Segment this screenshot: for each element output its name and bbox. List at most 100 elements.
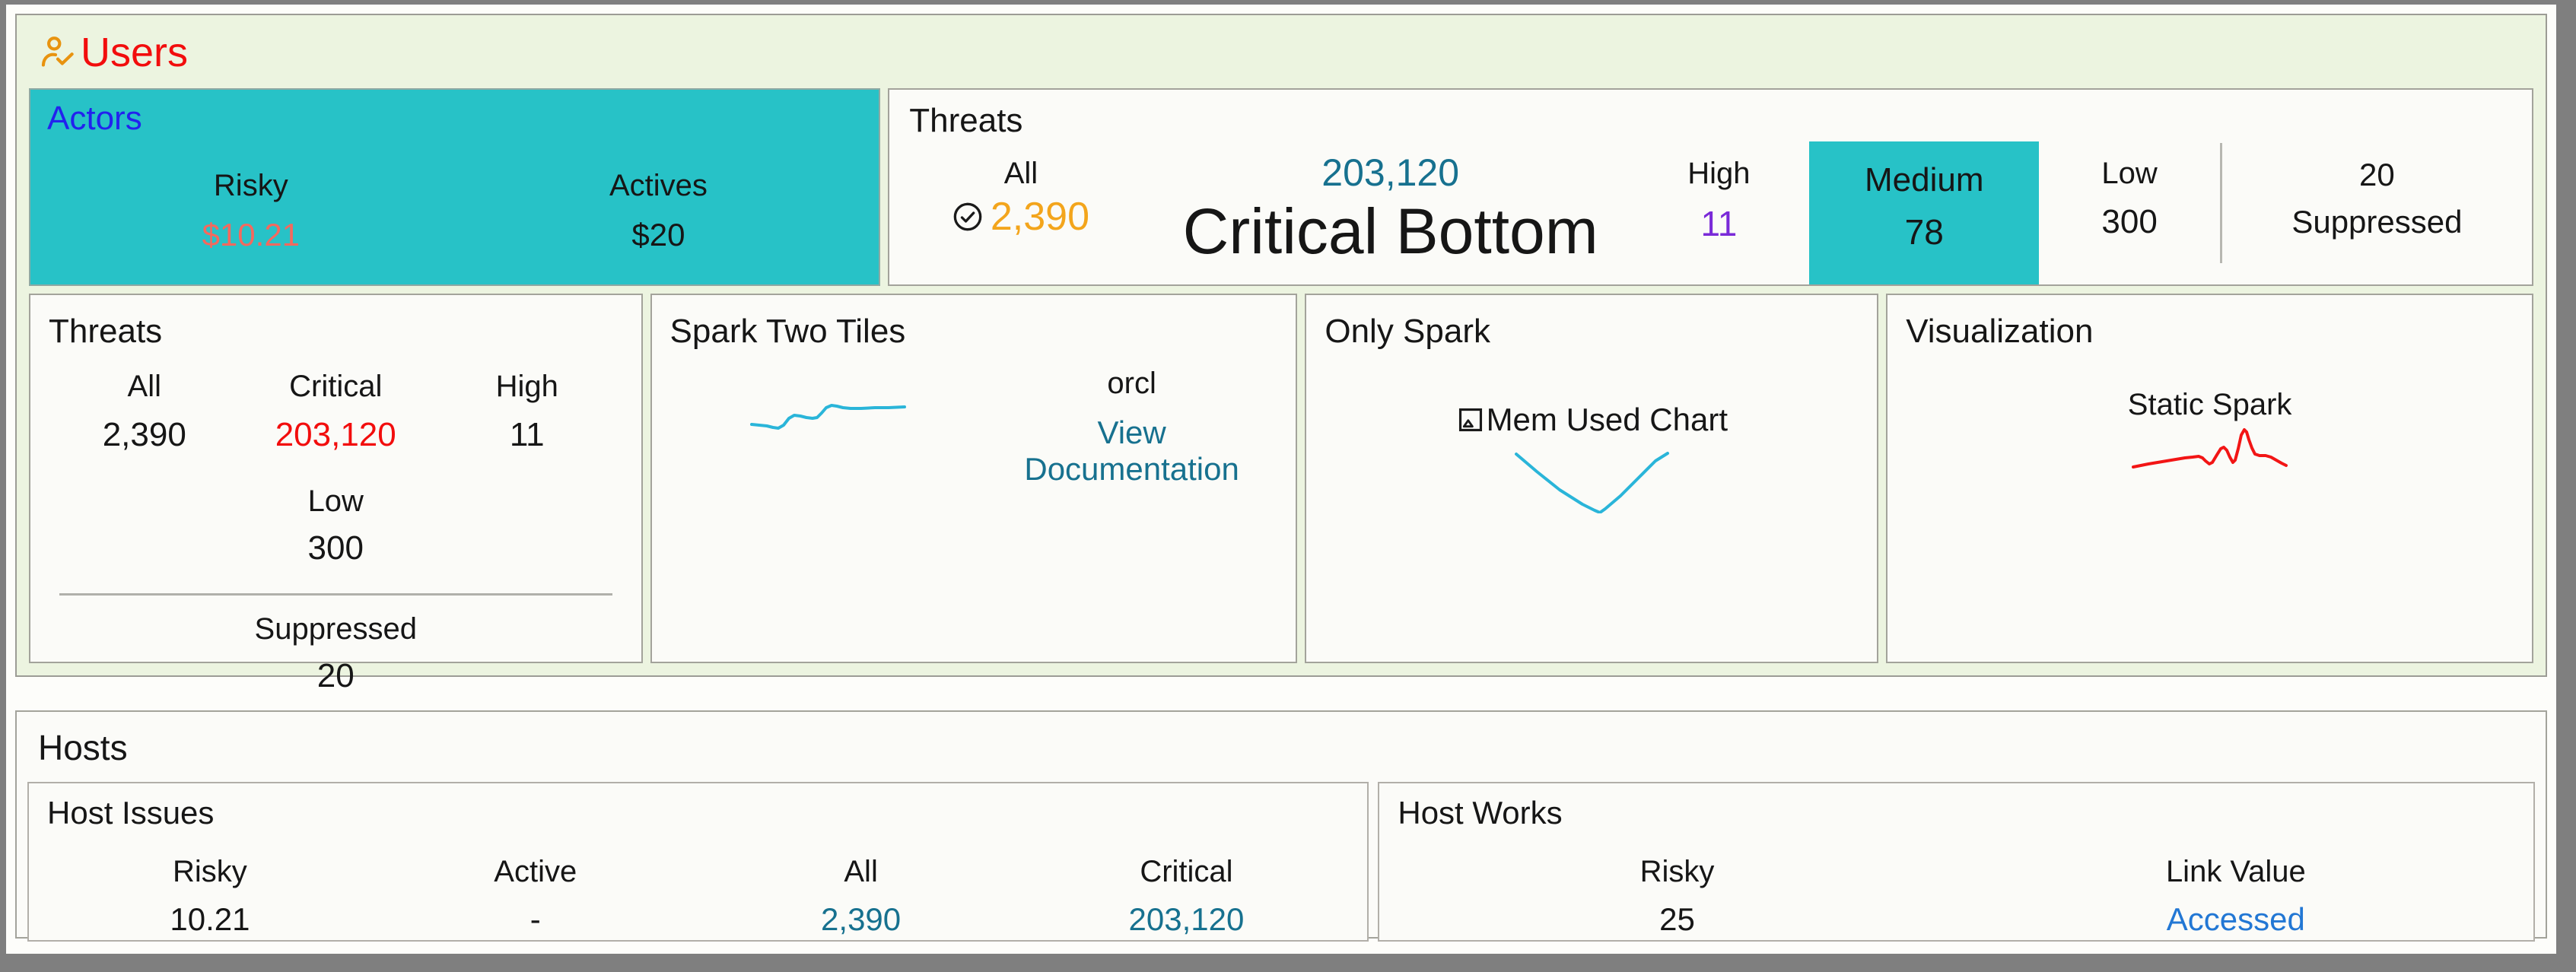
actors-risky-metric: Risky $10.21 xyxy=(47,169,455,253)
link-value-label: Link Value xyxy=(2165,855,2306,888)
low-value: 300 xyxy=(2101,203,2158,240)
all-label: All xyxy=(844,855,878,888)
image-chart-icon xyxy=(1456,405,1485,434)
threats-detail-title: Threats xyxy=(49,313,163,350)
detail-suppressed-block: Suppressed 20 xyxy=(49,612,623,695)
works-link-value-column: Link Value Accessed xyxy=(1957,855,2515,938)
threats-summary-title: Threats xyxy=(909,102,1023,139)
vertical-divider xyxy=(2219,143,2222,263)
check-circle-icon xyxy=(952,202,983,232)
high-label: High xyxy=(495,370,558,403)
low-value: 300 xyxy=(307,529,364,567)
all-value: 2,390 xyxy=(102,416,186,453)
view-documentation-link[interactable]: View Documentation xyxy=(1024,415,1239,487)
actors-actives-metric: Actives $20 xyxy=(455,169,863,253)
detail-low-block: Low 300 xyxy=(49,484,623,567)
all-value-link[interactable]: 2,390 xyxy=(821,901,902,937)
users-header: Users xyxy=(29,27,2533,78)
threats-detail-columns: All 2,390 Critical 203,120 High 11 xyxy=(49,370,623,454)
high-label: High xyxy=(1687,157,1751,190)
actors-tile[interactable]: Actors Risky $10.21 Actives $20 xyxy=(29,88,881,286)
visualization-title: Visualization xyxy=(1906,313,2094,350)
actors-tile-title: Actors xyxy=(47,100,142,137)
static-sparkline xyxy=(2132,428,2288,469)
mem-used-chart-row: Mem Used Chart xyxy=(1325,402,1859,438)
mem-used-chart-label: Mem Used Chart xyxy=(1486,402,1728,437)
detail-all-column: All 2,390 xyxy=(49,370,240,454)
target-info: orcl View Documentation xyxy=(986,367,1277,488)
hosts-row: Host Issues Risky 10.21 Active - All 2,3… xyxy=(27,782,2535,942)
medium-highlight-block[interactable]: Medium 78 xyxy=(1809,141,2040,284)
mem-used-sparkline xyxy=(1514,452,1669,513)
risky-label: Risky xyxy=(173,855,247,888)
threats-suppressed-column: 20 Suppressed xyxy=(2222,90,2532,284)
host-critical-column: Critical 203,120 xyxy=(1024,855,1350,938)
threats-detail-tile[interactable]: Threats All 2,390 Critical 203,120 High … xyxy=(29,294,643,694)
all-label: All xyxy=(127,370,161,403)
host-active-column: Active - xyxy=(373,855,698,938)
high-value: 11 xyxy=(1700,204,1738,243)
threats-low-column: Low 300 xyxy=(2039,90,2219,284)
detail-critical-column: Critical 203,120 xyxy=(240,370,431,454)
actives-value: $20 xyxy=(631,217,685,253)
low-label: Low xyxy=(2101,157,2158,190)
critical-value-link[interactable]: 203,120 xyxy=(1128,901,1245,937)
sparkline-area xyxy=(670,367,986,488)
medium-label: Medium xyxy=(1865,161,1984,199)
risky-value: 25 xyxy=(1659,901,1695,937)
spark-two-tiles-tile[interactable]: Spark Two Tiles orcl View Documentation xyxy=(650,294,1298,663)
trend-sparkline xyxy=(749,404,906,430)
threats-critical-column: 203,120 Critical Bottom xyxy=(1153,90,1629,284)
user-check-icon xyxy=(38,33,78,72)
users-panel: Users Actors Risky $10.21 Actives $20 xyxy=(15,14,2547,694)
accessed-link[interactable]: Accessed xyxy=(2166,901,2305,937)
horizontal-divider xyxy=(59,593,612,596)
hosts-panel: Hosts Host Issues Risky 10.21 Active - A… xyxy=(15,710,2547,942)
detail-high-column: High 11 xyxy=(431,370,622,454)
active-label: Active xyxy=(494,855,577,888)
all-value-row: 2,390 xyxy=(952,197,1089,237)
spark-two-tiles-title: Spark Two Tiles xyxy=(669,313,906,350)
host-works-columns: Risky 25 Link Value Accessed xyxy=(1398,855,2515,938)
host-risky-column: Risky 10.21 xyxy=(47,855,373,938)
all-label: All xyxy=(1003,157,1038,190)
only-spark-title: Only Spark xyxy=(1325,313,1490,350)
suppressed-label: Suppressed xyxy=(2291,204,2463,240)
critical-bottom-label: Critical Bottom xyxy=(1182,195,1598,267)
works-risky-column: Risky 25 xyxy=(1398,855,1956,938)
host-issues-tile[interactable]: Host Issues Risky 10.21 Active - All 2,3… xyxy=(27,782,1369,942)
medium-value: 78 xyxy=(1904,212,1944,252)
risky-label: Risky xyxy=(213,169,288,203)
actives-label: Actives xyxy=(609,169,708,203)
critical-label: Critical xyxy=(289,370,383,403)
page-title: Users xyxy=(81,30,189,75)
tiles-row-1: Actors Risky $10.21 Actives $20 Threats xyxy=(29,88,2533,286)
threats-high-column: High 11 xyxy=(1629,90,1809,284)
tiles-row-2: Threats All 2,390 Critical 203,120 High … xyxy=(29,294,2534,694)
risky-value: 10.21 xyxy=(170,901,250,937)
risky-label: Risky xyxy=(1639,855,1715,888)
target-name: orcl xyxy=(1107,367,1156,400)
suppressed-label: Suppressed xyxy=(254,612,417,646)
high-value: 11 xyxy=(509,416,545,453)
low-label: Low xyxy=(307,484,364,518)
only-spark-tile[interactable]: Only Spark Mem Used Chart xyxy=(1305,294,1879,663)
actors-metrics: Risky $10.21 Actives $20 xyxy=(47,169,862,253)
risky-value: $10.21 xyxy=(202,217,301,253)
critical-label: Critical xyxy=(1140,855,1233,888)
threats-all-column: All 2,390 xyxy=(889,90,1152,284)
static-spark-label: Static Spark xyxy=(2127,388,2292,421)
host-issues-title: Host Issues xyxy=(47,795,215,831)
spark-two-tiles-content: orcl View Documentation xyxy=(670,367,1278,488)
host-all-column: All 2,390 xyxy=(698,855,1024,938)
host-works-tile[interactable]: Host Works Risky 25 Link Value Accessed xyxy=(1378,782,2535,942)
critical-value[interactable]: 203,120 xyxy=(1321,151,1460,194)
hosts-title: Hosts xyxy=(38,728,128,767)
active-value: - xyxy=(530,901,541,937)
threats-summary-content: All 2,390 203,120 xyxy=(889,90,2532,284)
visualization-tile[interactable]: Visualization Static Spark xyxy=(1886,294,2534,663)
suppressed-value: 20 xyxy=(2359,157,2395,192)
threats-summary-tile[interactable]: Threats All 2,390 xyxy=(888,88,2533,286)
host-works-title: Host Works xyxy=(1398,795,1563,831)
